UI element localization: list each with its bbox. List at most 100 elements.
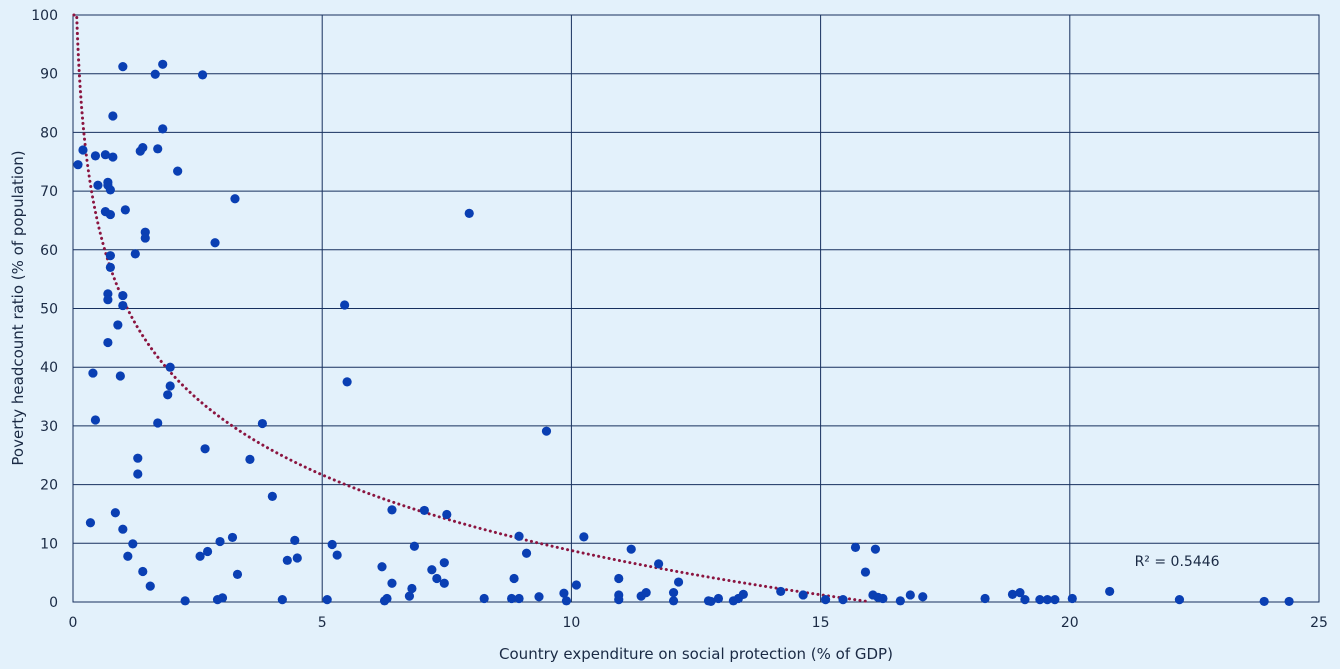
data-point — [1105, 586, 1115, 597]
data-point — [340, 300, 350, 310]
data-point — [118, 300, 128, 311]
data-point — [110, 508, 120, 518]
x-tick-label: 20 — [1061, 615, 1079, 631]
y-tick-label: 80 — [40, 125, 58, 141]
y-tick-label: 50 — [40, 302, 58, 318]
data-point — [1035, 595, 1045, 605]
data-point — [614, 573, 624, 584]
data-point — [561, 596, 572, 606]
data-point — [776, 586, 786, 597]
data-point — [895, 596, 905, 606]
data-point — [245, 454, 255, 464]
data-point — [118, 62, 128, 72]
data-point — [668, 588, 679, 598]
data-point — [1020, 595, 1030, 605]
data-point — [1067, 593, 1077, 604]
data-point — [153, 144, 163, 154]
data-point — [133, 453, 143, 463]
data-point — [432, 573, 442, 584]
y-tick-label: 70 — [40, 184, 58, 200]
data-point — [138, 566, 148, 577]
data-point — [509, 573, 519, 584]
data-point — [163, 390, 173, 400]
data-point — [419, 505, 429, 516]
data-point — [654, 559, 664, 569]
y-tick-label: 0 — [49, 595, 58, 611]
data-point — [100, 150, 110, 160]
data-point — [108, 111, 118, 121]
data-point — [227, 532, 238, 543]
data-point — [210, 238, 220, 248]
data-point — [93, 180, 103, 190]
data-point — [571, 580, 581, 590]
data-point — [1259, 596, 1269, 607]
data-point — [153, 418, 163, 428]
data-point — [200, 444, 210, 454]
data-point — [73, 160, 83, 170]
y-tick-labels: 0 10 20 30 40 50 60 70 80 90 100 — [31, 8, 58, 611]
data-point — [479, 593, 489, 604]
x-tick-labels: 0 5 10 15 20 25 — [69, 615, 1328, 631]
data-point — [217, 593, 228, 603]
data-point — [1050, 595, 1060, 605]
data-point — [641, 588, 651, 598]
data-point — [150, 69, 160, 79]
data-point — [118, 524, 128, 534]
data-point — [738, 589, 748, 599]
data-point — [387, 505, 397, 515]
data-point — [464, 208, 474, 219]
data-point — [105, 251, 115, 261]
data-point — [123, 551, 133, 561]
data-point — [850, 542, 861, 553]
data-point — [838, 595, 848, 605]
data-point — [90, 151, 101, 161]
data-point — [90, 415, 101, 425]
data-point — [382, 593, 392, 604]
data-point — [614, 595, 624, 605]
data-point — [1174, 595, 1185, 605]
data-point — [105, 262, 115, 273]
data-point — [78, 145, 88, 155]
data-point — [103, 177, 113, 187]
y-tick-label: 20 — [40, 478, 58, 494]
data-point — [327, 539, 337, 550]
data-point — [105, 185, 115, 195]
data-point — [202, 546, 213, 557]
x-tick-label: 10 — [562, 615, 580, 631]
data-point — [292, 553, 302, 563]
data-point — [713, 593, 724, 604]
data-point — [173, 166, 183, 176]
data-point — [442, 509, 452, 520]
data-point — [1042, 595, 1052, 605]
data-point — [128, 539, 138, 549]
y-axis-title: Poverty headcount ratio (% of population… — [9, 150, 27, 465]
data-point — [230, 194, 240, 204]
data-point — [267, 491, 277, 501]
data-point — [404, 591, 415, 601]
data-point — [820, 595, 831, 605]
data-point — [521, 548, 532, 558]
data-point — [103, 295, 113, 305]
data-point — [559, 588, 569, 598]
data-point — [108, 152, 118, 162]
data-point — [407, 583, 417, 594]
data-point — [215, 536, 225, 547]
data-point — [579, 532, 589, 542]
data-point — [322, 595, 332, 605]
data-points — [73, 59, 1294, 607]
data-point — [541, 426, 552, 436]
data-point — [332, 550, 342, 560]
data-point — [387, 578, 397, 588]
data-point — [439, 578, 449, 588]
data-point — [1007, 589, 1018, 599]
data-point — [85, 518, 96, 528]
x-tick-label: 15 — [812, 615, 830, 631]
data-point — [118, 290, 128, 301]
data-point — [232, 569, 243, 580]
x-tick-label: 25 — [1310, 615, 1328, 631]
data-point — [534, 592, 544, 602]
y-tick-label: 100 — [31, 8, 58, 24]
data-point — [1015, 588, 1025, 598]
data-point — [120, 205, 130, 215]
